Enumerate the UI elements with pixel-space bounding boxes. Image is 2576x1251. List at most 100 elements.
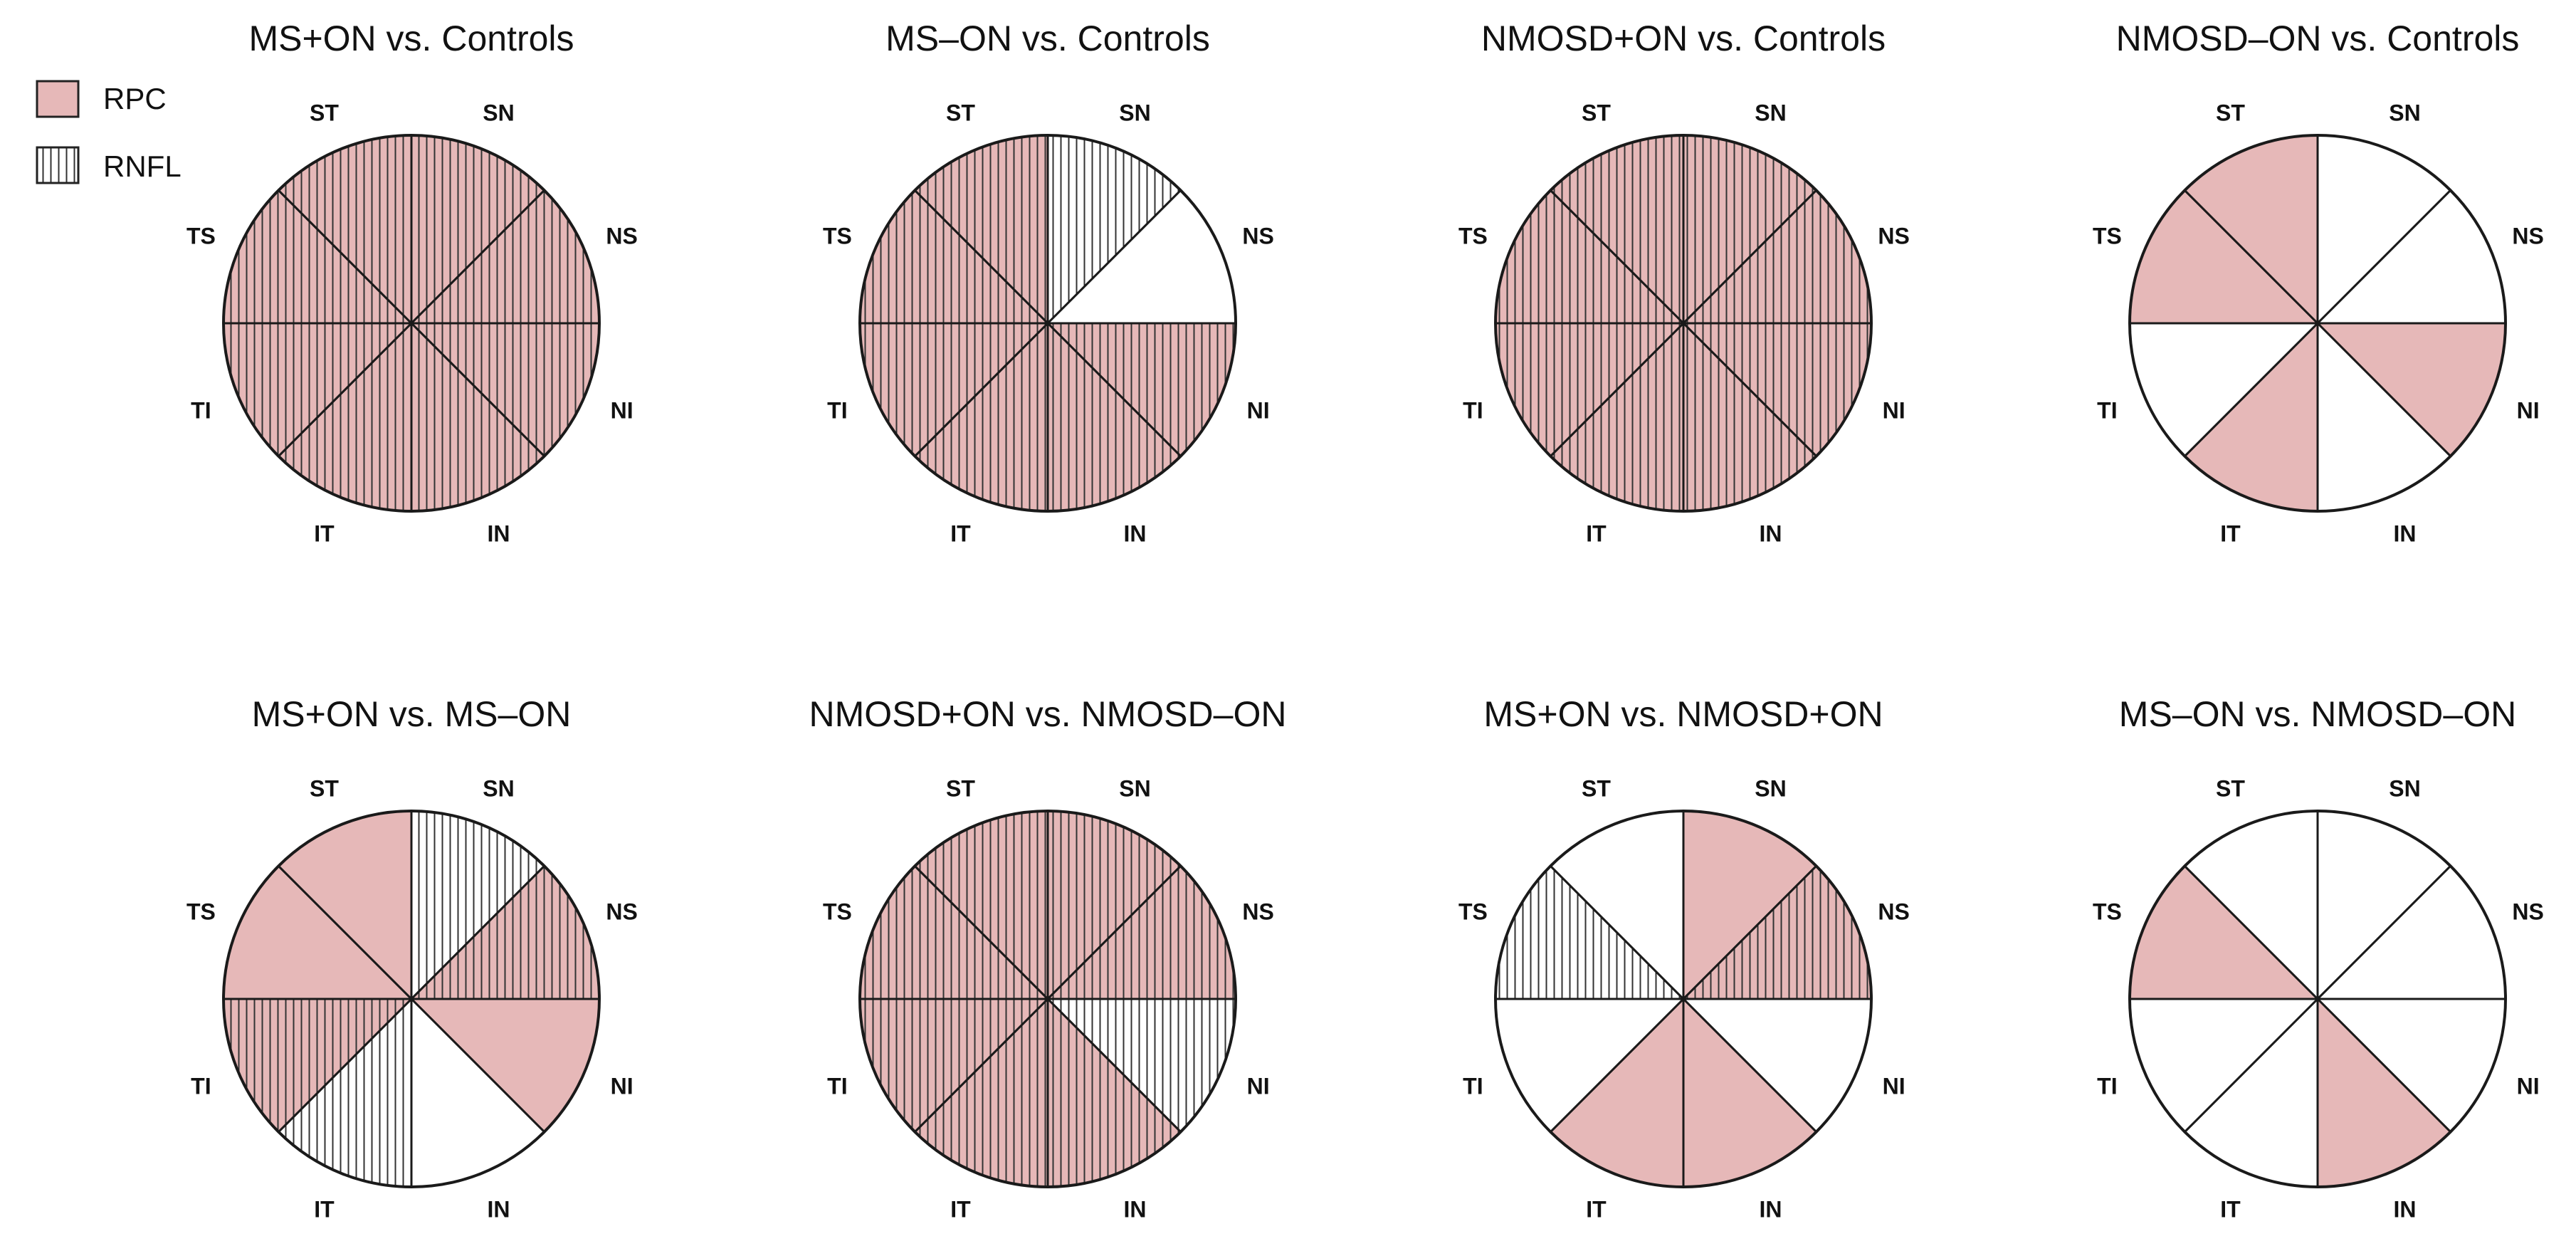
sector-label-st: ST [310,775,339,801]
sector-label-sn: SN [1755,775,1786,801]
sector-label-sn: SN [1755,100,1786,125]
sector-label-ti: TI [191,1074,211,1099]
sector-fill [2318,811,2451,999]
sector-fill [411,999,545,1187]
legend-swatch-rnfl [36,146,80,184]
sector-fill [1683,999,1871,1132]
sector-hatch [278,323,411,511]
sector-hatch [224,999,411,1132]
sector-label-st: ST [2216,100,2245,125]
sector-fill [411,999,599,1132]
sector-label-in: IN [488,1197,510,1223]
sector-label-ts: TS [2093,899,2122,925]
sector-fill [278,811,411,999]
sector-label-st: ST [2216,775,2245,801]
sector-label-in: IN [1124,1197,1147,1223]
legend-swatch-rpc [36,80,80,118]
sector-label-ns: NS [1242,224,1273,249]
sector-label-ns: NS [1878,899,1909,925]
sector-label-ni: NI [611,398,634,424]
sector-label-it: IT [1586,1197,1607,1223]
sector-label-sn: SN [2389,100,2420,125]
sector-label-ts: TS [1458,899,1488,925]
sector-hatch [1550,323,1683,511]
sector-hatch [1048,811,1181,999]
panel-title: NMOSD+ON vs. Controls [1481,19,1886,58]
sector-label-sn: SN [1119,100,1150,125]
sector-label-ni: NI [1247,398,1270,424]
sector-fill [2185,135,2318,323]
panel-title: MS–ON vs. Controls [885,19,1210,58]
sector-hatch [411,135,545,323]
sector-hatch [1048,866,1236,999]
panels: MS+ON vs. Controls SN NS NI IN IT TI TS ST MS–ON … [186,19,2544,1223]
sector-fill [2318,135,2451,323]
sector-fill [2318,866,2506,999]
sector-label-st: ST [1582,775,1611,801]
panel-title: MS+ON vs. NMOSD+ON [1483,694,1883,734]
sector-fill [2130,323,2318,456]
circle-outline [858,810,1237,1188]
sector-fill [224,866,411,999]
panel-title: NMOSD–ON vs. Controls [2116,19,2520,58]
sector-hatch [1048,323,1236,456]
sector-label-ns: NS [606,224,637,249]
sector-fill [2318,999,2451,1187]
sector-label-in: IN [2394,1197,2417,1223]
sector-label-in: IN [2394,521,2417,547]
sector-label-it: IT [950,1197,971,1223]
panel-ms-on-vs-nmosd-on: MS–ON vs. NMOSD–ON SN NS NI IN IT TI TS ST [2093,694,2544,1223]
sector-label-ti: TI [2097,398,2117,424]
sector-label-ni: NI [1883,1074,1905,1099]
sector-fill [2130,999,2318,1132]
sector-label-in: IN [488,521,510,547]
sector-fill [1683,811,1817,999]
sector-hatch [278,999,411,1187]
panel-nmosd-on-vs-nmosd-on: NMOSD+ON vs. NMOSD–ON SN NS NI IN IT TI TS ST [809,694,1287,1223]
panel-title: NMOSD+ON vs. NMOSD–ON [809,694,1287,734]
legend: RPC RNFL [36,80,182,184]
sector-label-ti: TI [191,398,211,424]
sector-hatch [1495,866,1683,999]
sector-fill [2185,323,2318,511]
sector-hatch [915,811,1048,999]
sector-label-ni: NI [2517,398,2540,424]
legend-label-rnfl: RNFL [103,150,182,183]
sector-label-sn: SN [1119,775,1150,801]
sector-label-ts: TS [1458,224,1488,249]
legend-item-rpc: RPC [36,80,167,118]
sector-fill [2318,323,2451,511]
panel-title: MS+ON vs. Controls [248,19,574,58]
sector-hatch [1683,866,1871,999]
sector-hatch [411,323,599,456]
sector-label-in: IN [1124,521,1147,547]
sector-label-ts: TS [823,899,852,925]
sector-label-ns: NS [1878,224,1909,249]
sector-hatch [860,323,1048,456]
sector-label-ti: TI [1463,398,1483,424]
sector-label-st: ST [946,775,975,801]
sector-label-it: IT [1586,521,1607,547]
sector-label-st: ST [1582,100,1611,125]
circle-outline [2128,134,2507,513]
sector-hatch [1048,323,1181,511]
sector-hatch [1683,323,1817,511]
legend-label-rpc: RPC [103,82,167,115]
sector-hatch [411,811,545,999]
legend-item-rnfl: RNFL [36,146,182,184]
sector-label-in: IN [1760,521,1782,547]
sector-label-ni: NI [1883,398,1905,424]
sector-hatch [860,999,1048,1132]
sector-label-ts: TS [186,899,216,925]
panel-ms-on-vs-controls: MS–ON vs. Controls SN NS NI IN IT TI TS ST [823,19,1274,547]
panel-title: MS–ON vs. NMOSD–ON [2119,694,2516,734]
sector-label-sn: SN [483,775,514,801]
sector-label-it: IT [314,521,335,547]
panel-nmosd-on-vs-controls: NMOSD–ON vs. Controls SN NS NI IN IT TI TS ST [2093,19,2544,547]
circle-outline [1494,134,1873,513]
sector-fill [1495,999,1683,1132]
sector-hatch [1495,190,1683,323]
sector-label-sn: SN [2389,775,2420,801]
sector-fill [2318,190,2506,323]
